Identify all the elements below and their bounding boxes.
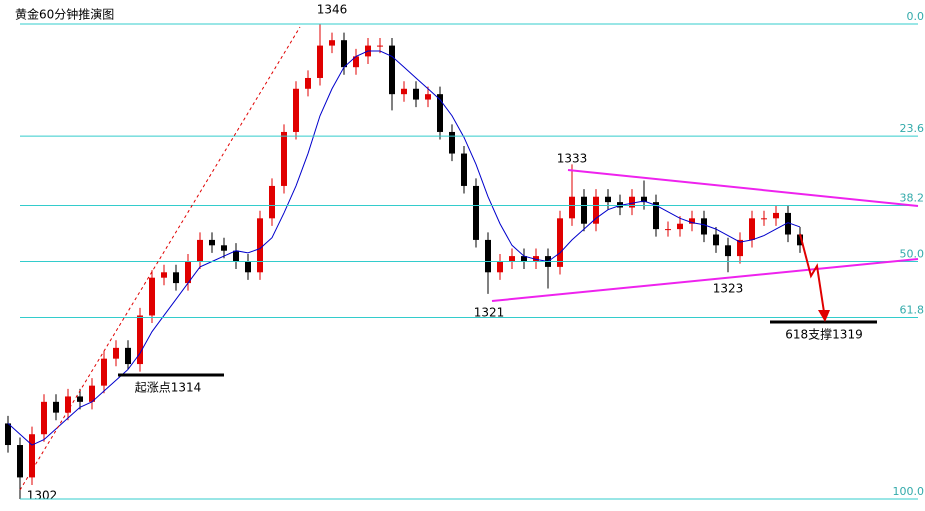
candle-body bbox=[257, 218, 263, 273]
candle-body bbox=[317, 45, 323, 78]
candle-body bbox=[749, 218, 755, 240]
candle-body bbox=[233, 250, 239, 262]
candle-body bbox=[185, 261, 191, 284]
candle-body bbox=[293, 88, 299, 132]
triangle-lower bbox=[491, 258, 919, 302]
candle-body bbox=[485, 239, 491, 273]
candle-body bbox=[533, 256, 539, 262]
candle-body bbox=[149, 277, 155, 316]
candle-body bbox=[89, 385, 95, 402]
chart-title: 黄金60分钟推演图 bbox=[15, 7, 114, 22]
candle-body bbox=[773, 212, 779, 219]
candle-body bbox=[641, 196, 647, 203]
fib-label: 100.0 bbox=[893, 485, 925, 498]
candle-body bbox=[209, 239, 215, 246]
candle-body bbox=[425, 94, 431, 100]
candle-body bbox=[101, 358, 107, 386]
candle-body bbox=[797, 234, 803, 246]
candle-body bbox=[521, 256, 527, 262]
candle-body bbox=[161, 272, 167, 278]
annotation: 起涨点1314 bbox=[135, 380, 202, 395]
candle-body bbox=[389, 45, 395, 95]
candle-body bbox=[785, 212, 791, 235]
annotation: 1321 bbox=[474, 306, 505, 320]
candle-body bbox=[629, 196, 635, 208]
candle-body bbox=[581, 196, 587, 224]
candle-body bbox=[593, 196, 599, 224]
candle-body bbox=[473, 185, 479, 240]
candle-body bbox=[497, 261, 503, 273]
candle-body bbox=[197, 239, 203, 262]
candle-body bbox=[377, 45, 383, 47]
candle-body bbox=[281, 131, 287, 186]
candle-body bbox=[137, 315, 143, 365]
candle-body bbox=[53, 401, 59, 413]
annotation: 618支撑1319 bbox=[785, 327, 862, 342]
candle-body bbox=[761, 218, 767, 220]
candle-body bbox=[125, 347, 131, 365]
candle-body bbox=[617, 202, 623, 208]
candle-body bbox=[221, 245, 227, 251]
fib-label: 23.6 bbox=[900, 122, 925, 135]
annotation: 1302 bbox=[27, 489, 58, 503]
candle-body bbox=[437, 94, 443, 132]
candle-body bbox=[665, 229, 671, 231]
candle-body bbox=[605, 196, 611, 203]
candle-body bbox=[41, 401, 47, 435]
candle-body bbox=[5, 423, 11, 446]
fib-label: 0.0 bbox=[907, 10, 925, 23]
candle-body bbox=[77, 396, 83, 402]
candle-body bbox=[305, 77, 311, 89]
forecast-arrow bbox=[799, 233, 825, 313]
candle-body bbox=[401, 88, 407, 95]
candle-body bbox=[509, 256, 515, 262]
candle-body bbox=[461, 153, 467, 186]
candle-body bbox=[725, 245, 731, 257]
candle-body bbox=[341, 40, 347, 68]
candle-body bbox=[269, 185, 275, 219]
candle-body bbox=[113, 347, 119, 359]
annotation: 1323 bbox=[713, 282, 744, 296]
candle-body bbox=[737, 239, 743, 257]
candle-body bbox=[677, 223, 683, 230]
candle-body bbox=[557, 218, 563, 267]
candle-body bbox=[713, 234, 719, 246]
candle-body bbox=[245, 261, 251, 273]
fib-label: 50.0 bbox=[900, 248, 925, 261]
arrow-head bbox=[818, 310, 830, 322]
candle-body bbox=[701, 218, 707, 235]
fib-label: 38.2 bbox=[900, 191, 925, 204]
candle-body bbox=[29, 434, 35, 478]
triangle-upper bbox=[567, 169, 919, 207]
candle-body bbox=[65, 396, 71, 413]
annotation: 1333 bbox=[557, 152, 588, 166]
candle-body bbox=[449, 131, 455, 154]
annotation: 1346 bbox=[317, 3, 348, 17]
candle-body bbox=[353, 56, 359, 68]
candle-body bbox=[689, 218, 695, 224]
candle-body bbox=[413, 88, 419, 100]
candle-body bbox=[653, 202, 659, 230]
moving-average bbox=[7, 50, 801, 446]
candle-body bbox=[17, 445, 23, 478]
candle-body bbox=[173, 272, 179, 284]
candle-body bbox=[329, 40, 335, 46]
trend-line bbox=[19, 26, 301, 491]
fib-label: 61.8 bbox=[900, 304, 925, 317]
candle-body bbox=[569, 196, 575, 219]
